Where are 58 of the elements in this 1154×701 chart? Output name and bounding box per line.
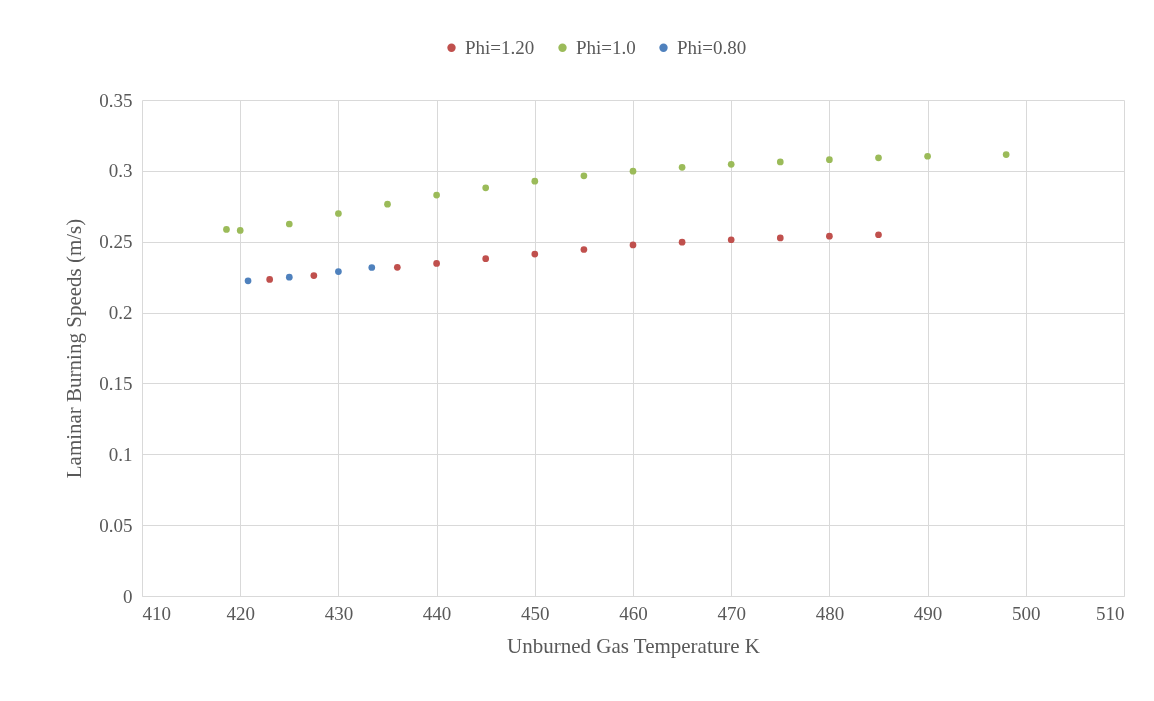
point	[727, 236, 735, 244]
point	[875, 231, 882, 239]
x-tick-label: 430	[324, 602, 354, 624]
point	[826, 156, 833, 164]
point	[580, 172, 588, 180]
x-tick-label: 490	[913, 602, 943, 624]
y-tick-label: 0.2	[108, 302, 133, 324]
y-tick-label: 0.3	[108, 160, 133, 182]
point	[266, 276, 274, 283]
point	[629, 167, 637, 175]
y-axis-title: Laminar Burning Speeds (m/s)	[62, 218, 87, 479]
y-tick-label: 0.05	[99, 514, 133, 536]
y-tick-label: 0.1	[108, 443, 133, 465]
x-tick-label: 410	[142, 602, 171, 624]
point	[482, 255, 490, 263]
point	[384, 200, 391, 208]
x-tick-label: 440	[422, 602, 452, 624]
point	[924, 152, 931, 160]
point	[310, 272, 318, 279]
legend-label: Phi=1.20	[465, 36, 535, 58]
legend-label: Phi=1.0	[576, 36, 636, 58]
point	[244, 277, 252, 285]
x-axis-title: Unburned Gas Temperature K	[507, 633, 760, 658]
point	[776, 234, 784, 242]
x-tick-label: 460	[619, 602, 648, 624]
point	[1002, 151, 1010, 158]
x-tick-label: 480	[815, 602, 845, 624]
y-tick-label: 0.35	[99, 89, 133, 111]
x-tick-label: 450	[521, 602, 550, 624]
legend-label: Phi=0.80	[677, 36, 747, 58]
point	[335, 268, 342, 275]
point	[875, 154, 882, 162]
point	[368, 264, 376, 271]
point	[629, 241, 637, 249]
point	[678, 163, 686, 171]
y-tick-label: 0.25	[99, 231, 133, 253]
point	[223, 226, 230, 233]
x-tick-label: 470	[717, 602, 746, 624]
y-tick-label: 0	[123, 585, 133, 607]
point	[335, 210, 342, 217]
point	[580, 246, 588, 253]
point	[433, 260, 440, 267]
point	[433, 191, 440, 199]
x-tick-label: 500	[1012, 602, 1041, 624]
point	[678, 238, 686, 246]
point	[826, 232, 833, 240]
point	[482, 184, 490, 192]
point	[531, 250, 539, 258]
y-tick-label: 0.15	[99, 372, 133, 394]
point	[531, 177, 539, 185]
point	[776, 158, 784, 166]
x-tick-label: 510	[1096, 602, 1125, 624]
point	[393, 264, 401, 271]
point	[285, 220, 293, 228]
point	[236, 227, 244, 234]
point	[727, 160, 735, 168]
point	[285, 273, 293, 281]
x-tick-label: 420	[226, 602, 255, 624]
